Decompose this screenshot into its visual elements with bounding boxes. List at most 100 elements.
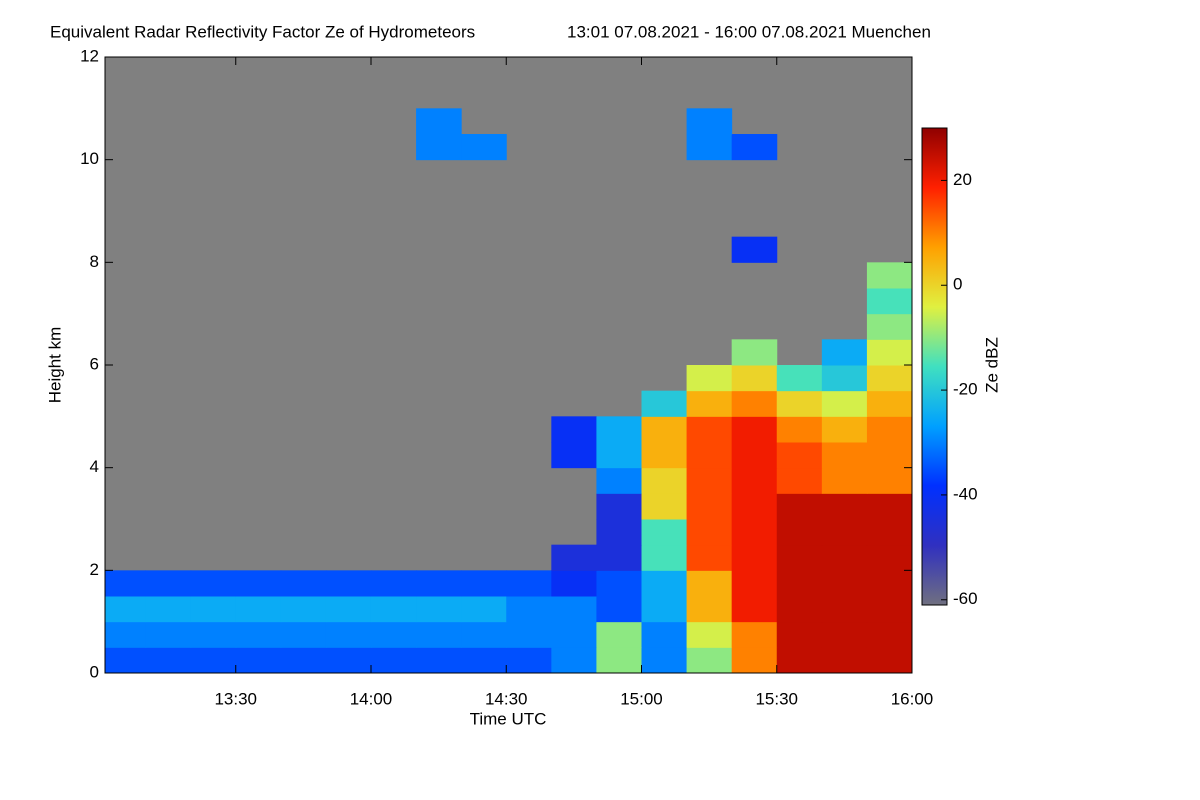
cell [686,519,733,546]
cell [551,442,597,469]
cell [686,365,733,392]
cell [461,647,507,673]
colorbar-label: Ze dBZ [982,337,1001,393]
colorbar-tick-label: 0 [953,275,962,294]
cell [866,365,912,392]
cell [280,621,327,648]
colorbar-tick-label: -60 [953,589,978,608]
cell [641,467,688,494]
cell [596,493,642,520]
cell [686,416,733,443]
cell [190,596,237,623]
cell [145,570,192,597]
x-tick-label: 16:00 [891,689,934,708]
cell [641,544,688,571]
colorbar-tick-label: -40 [953,484,978,503]
y-tick-label: 8 [90,252,99,271]
cell [866,288,912,315]
cell [235,621,282,648]
cell [145,647,192,673]
cell [731,647,778,673]
cell [370,570,417,597]
cell [506,621,552,648]
cell [866,647,912,673]
cell [641,596,688,623]
cell [235,570,282,597]
cell [776,493,823,520]
cell [641,519,688,546]
cell [461,596,507,623]
cell [686,134,733,161]
cell [280,596,327,623]
cell [866,570,912,597]
cell [821,493,868,520]
cell [821,467,868,494]
cell [866,621,912,648]
cell [731,519,778,546]
cell [190,570,237,597]
cell [731,493,778,520]
cell [866,390,912,417]
cell [731,390,778,417]
cell [145,596,192,623]
cell [866,544,912,571]
cell [776,596,823,623]
cell [821,390,868,417]
cell [731,467,778,494]
cell [686,390,733,417]
cell [416,134,462,161]
cell [551,596,597,623]
cell [776,467,823,494]
cell [686,544,733,571]
cell [190,621,237,648]
cell [821,365,868,392]
cell [596,416,642,443]
cell [596,647,642,673]
x-tick-label: 14:00 [350,689,393,708]
cell [686,467,733,494]
cell [416,108,462,135]
cell [866,519,912,546]
cell [325,647,372,673]
y-tick-label: 4 [90,457,99,476]
cell [776,442,823,469]
y-tick-label: 10 [80,149,99,168]
cell [731,365,778,392]
cell [776,519,823,546]
cell [325,596,372,623]
cell [821,544,868,571]
cell [551,570,597,597]
cell [731,442,778,469]
x-tick-label: 15:30 [755,689,798,708]
cell [686,493,733,520]
cell [641,647,688,673]
cell [776,544,823,571]
cell [325,621,372,648]
cell [686,570,733,597]
cell [776,647,823,673]
cell [641,390,688,417]
cell [190,647,237,673]
chart-subtitle: 13:01 07.08.2021 - 16:00 07.08.2021 Muen… [567,22,931,41]
cell [866,339,912,366]
chart-title: Equivalent Radar Reflectivity Factor Ze … [50,22,475,41]
cell [280,570,327,597]
cell [596,570,642,597]
cell [416,596,462,623]
x-axis-label: Time UTC [470,709,547,728]
cell [370,647,417,673]
cell [551,621,597,648]
cell [551,647,597,673]
cell [235,596,282,623]
cell [596,544,642,571]
cell [821,621,868,648]
cell [866,313,912,340]
cell [416,647,462,673]
cell [686,596,733,623]
cell [641,493,688,520]
y-tick-label: 0 [90,662,99,681]
cell [731,570,778,597]
cell [596,621,642,648]
cell [821,416,868,443]
